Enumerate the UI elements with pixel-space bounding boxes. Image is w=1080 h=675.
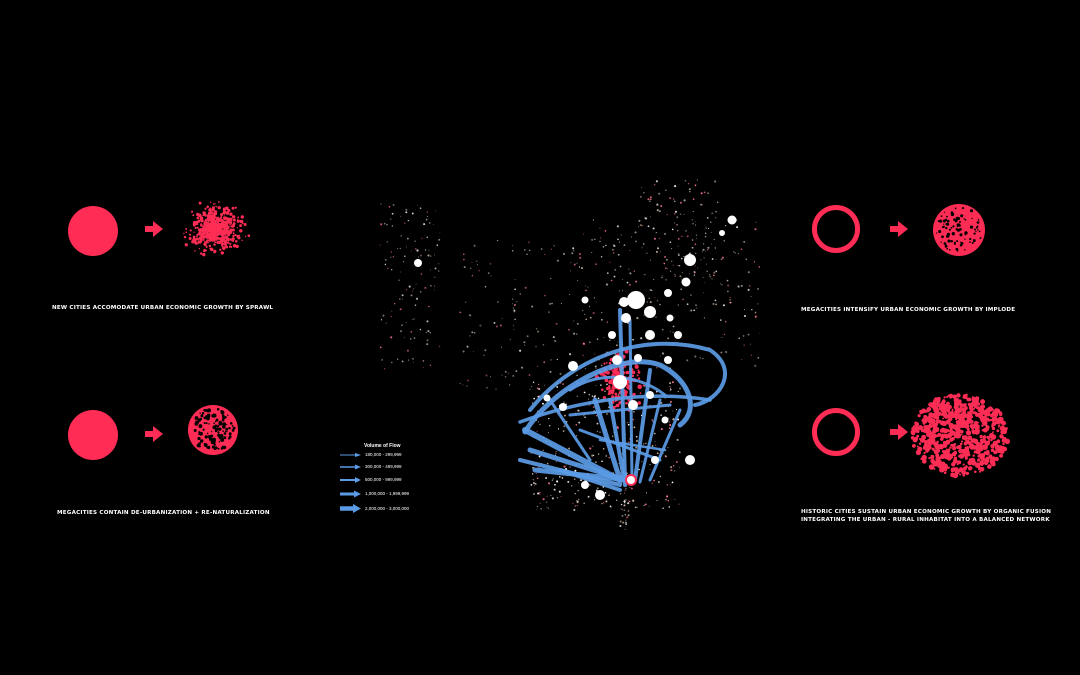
map-settlement-dots (379, 179, 760, 530)
city-marker (664, 289, 672, 297)
caption-organic-fusion-line1: HISTORIC CITIES SUSTAIN URBAN ECONOMIC G… (801, 509, 1052, 515)
arrow-right-icon (145, 426, 163, 442)
legend-item-label: 2,000,000 - 3,000,000 (365, 506, 410, 511)
flow-line (532, 467, 633, 483)
flow-line (628, 318, 634, 482)
fused-cloud-icon (910, 393, 1010, 479)
city-marker (619, 297, 629, 307)
legend-item: 180,000 - 299,999 (336, 451, 436, 461)
flow-map (379, 179, 760, 530)
flow-line (633, 368, 652, 482)
legend-item: 500,000 - 999,999 (336, 476, 436, 486)
city-marker (613, 375, 627, 389)
caption-organic-fusion-line2: INTEGRATING THE URBAN - RURAL INHABITAT … (801, 517, 1050, 523)
city-marker (651, 456, 659, 464)
city-marker (681, 277, 691, 287)
major-city-markers (414, 215, 737, 500)
arrow-right-icon (890, 221, 908, 237)
flow-arrow-icon (340, 477, 361, 483)
city-highlight (625, 474, 637, 486)
city-marker (621, 313, 631, 323)
city-marker (612, 355, 622, 365)
flow-line (578, 428, 662, 462)
city-marker (568, 361, 578, 371)
flow-line (518, 394, 712, 424)
dense-perforated-circle-icon (933, 204, 985, 256)
city-marker (719, 230, 725, 236)
ring-icon (812, 408, 860, 456)
flow-arrow-icon (340, 453, 361, 457)
legend-item-label: 180,000 - 299,999 (365, 452, 402, 457)
city-marker (595, 490, 605, 500)
city-marker (644, 306, 656, 318)
caption-de-urbanization: MEGACITIES CONTAIN DE-URBANIZATION + RE-… (57, 510, 270, 516)
migration-flow-lines (518, 308, 727, 492)
solid-circle-icon (68, 410, 118, 460)
flow-line (598, 438, 667, 452)
legend-item: 2,000,000 - 3,000,000 (336, 504, 436, 514)
flow-line (648, 408, 682, 482)
legend-item-label: 500,000 - 999,999 (365, 477, 402, 482)
caption-implode: MEGACITIES INTENSIFY URBAN ECONOMIC GROW… (801, 307, 1016, 313)
caption-sprawl: NEW CITIES ACCOMODATE URBAN ECONOMIC GRO… (52, 305, 274, 311)
city-marker (414, 259, 422, 267)
flow-line (548, 398, 592, 462)
solid-circle-icon (68, 206, 118, 256)
flow-line (528, 341, 727, 412)
flow-line (527, 447, 628, 483)
city-marker (666, 314, 674, 322)
legend-title: Volume of Flow (364, 443, 401, 449)
ring-icon (812, 205, 860, 253)
city-marker (627, 291, 645, 309)
city-marker (543, 394, 551, 402)
perforated-circle-icon (188, 405, 238, 455)
flow-line (618, 308, 627, 482)
legend-item-label: 1,000,000 - 1,999,999 (365, 491, 410, 496)
city-marker (581, 481, 589, 489)
flow-arrow-icon (340, 504, 361, 513)
city-marker (608, 331, 616, 339)
arrow-right-icon (890, 424, 908, 440)
city-marker (646, 391, 654, 399)
city-marker (559, 403, 567, 411)
city-marker (628, 400, 638, 410)
flow-line (568, 403, 672, 417)
flow-line (558, 468, 622, 492)
legend-item: 1,000,000 - 1,999,999 (336, 490, 436, 500)
city-marker (634, 354, 642, 362)
city-marker (661, 416, 669, 424)
city-marker (674, 331, 682, 339)
flow-arrow-icon (340, 464, 361, 470)
flow-arrow-icon (340, 490, 361, 498)
city-marker (684, 254, 696, 266)
sprawl-cloud-icon (183, 201, 251, 257)
city-marker (664, 356, 672, 364)
city-marker (645, 330, 655, 340)
arrow-right-icon (145, 221, 163, 237)
legend-item: 300,000 - 499,999 (336, 463, 436, 473)
flow-legend: Volume of Flow 180,000 - 299,999 300,000… (336, 443, 436, 515)
city-marker (581, 296, 589, 304)
legend-item-label: 300,000 - 499,999 (365, 464, 402, 469)
flow-line (522, 359, 693, 435)
flow-line (638, 398, 662, 484)
city-marker (727, 215, 737, 225)
city-marker (685, 455, 695, 465)
